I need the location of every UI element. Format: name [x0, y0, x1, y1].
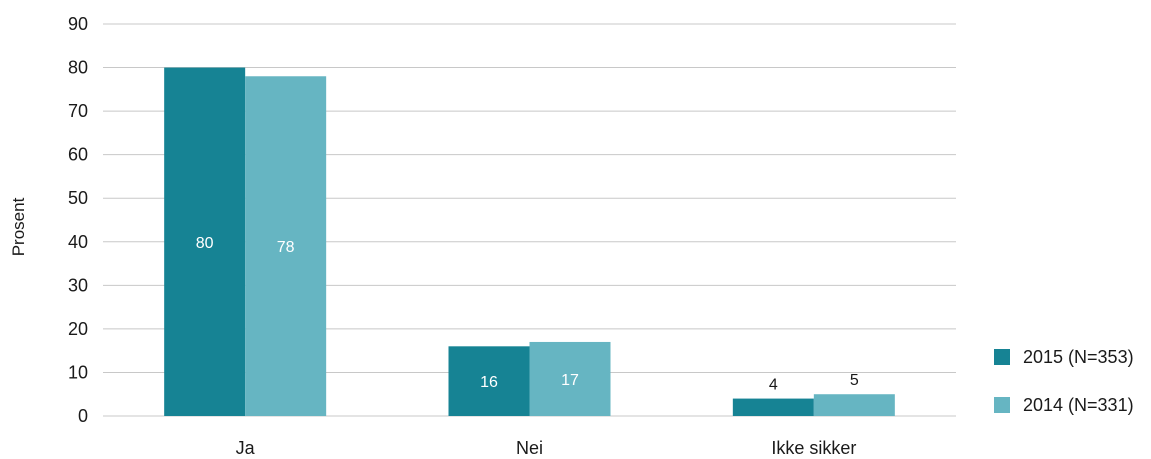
bar-ja-series2 — [245, 76, 327, 417]
bars — [164, 67, 895, 417]
data-label: 16 — [480, 374, 498, 391]
y-tick-label: 80 — [68, 58, 88, 78]
legend: 2015 (N=353) 2014 (N=331) — [994, 347, 1134, 415]
legend-label: 2014 (N=331) — [1023, 395, 1134, 415]
legend-swatch — [994, 397, 1010, 413]
data-label: 4 — [769, 377, 778, 394]
data-label: 5 — [850, 372, 859, 389]
x-axis-category-labels: Ja Nei Ikke sikker — [236, 438, 857, 458]
category-label: Nei — [516, 438, 543, 458]
y-tick-label: 30 — [68, 275, 88, 295]
y-tick-label: 40 — [68, 232, 88, 252]
bar-ikke-sikker-series2 — [813, 394, 895, 416]
data-label: 78 — [277, 239, 295, 256]
data-label: 17 — [561, 372, 579, 389]
legend-swatch — [994, 349, 1010, 365]
y-tick-label: 10 — [68, 362, 88, 382]
y-tick-label: 20 — [68, 319, 88, 339]
bar-ja-series1 — [164, 67, 246, 417]
legend-label: 2015 (N=353) — [1023, 347, 1134, 367]
data-label: 80 — [196, 235, 214, 252]
y-axis-ticks: 0 10 20 30 40 50 60 70 80 90 — [68, 14, 88, 426]
y-tick-label: 0 — [78, 406, 88, 426]
y-tick-label: 50 — [68, 188, 88, 208]
y-tick-label: 60 — [68, 145, 88, 165]
y-axis-title: Prosent — [9, 197, 28, 256]
bar-nei-series1 — [448, 346, 530, 416]
bar-nei-series2 — [529, 341, 611, 416]
category-label: Ikke sikker — [771, 438, 856, 458]
y-tick-label: 70 — [68, 101, 88, 121]
y-tick-label: 90 — [68, 14, 88, 34]
data-labels: 80 78 16 17 4 5 — [196, 235, 859, 394]
category-label: Ja — [236, 438, 256, 458]
bar-ikke-sikker-series1 — [732, 398, 814, 416]
